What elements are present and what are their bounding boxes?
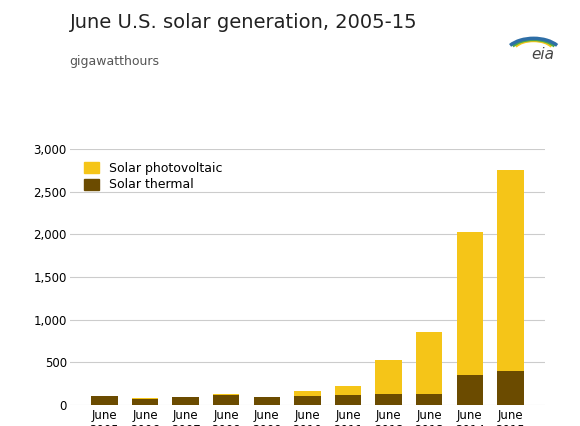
Legend: Solar photovoltaic, Solar thermal: Solar photovoltaic, Solar thermal [81, 158, 227, 195]
Bar [416, 332, 443, 394]
Bar [213, 394, 240, 405]
Bar [456, 232, 483, 375]
Bar [172, 397, 199, 405]
Bar [497, 170, 524, 371]
Bar [132, 399, 158, 405]
Text: June U.S. solar generation, 2005-15: June U.S. solar generation, 2005-15 [70, 13, 417, 32]
Bar [91, 396, 118, 405]
Bar [416, 394, 443, 405]
Bar [456, 375, 483, 405]
Bar [253, 397, 280, 405]
Text: gigawatthours: gigawatthours [70, 55, 160, 69]
Bar [335, 386, 361, 395]
Bar [335, 395, 361, 405]
Bar [294, 396, 321, 405]
Bar [497, 371, 524, 405]
Bar [294, 391, 321, 396]
Text: eia: eia [531, 47, 554, 62]
Bar [375, 360, 402, 394]
Bar [375, 394, 402, 405]
